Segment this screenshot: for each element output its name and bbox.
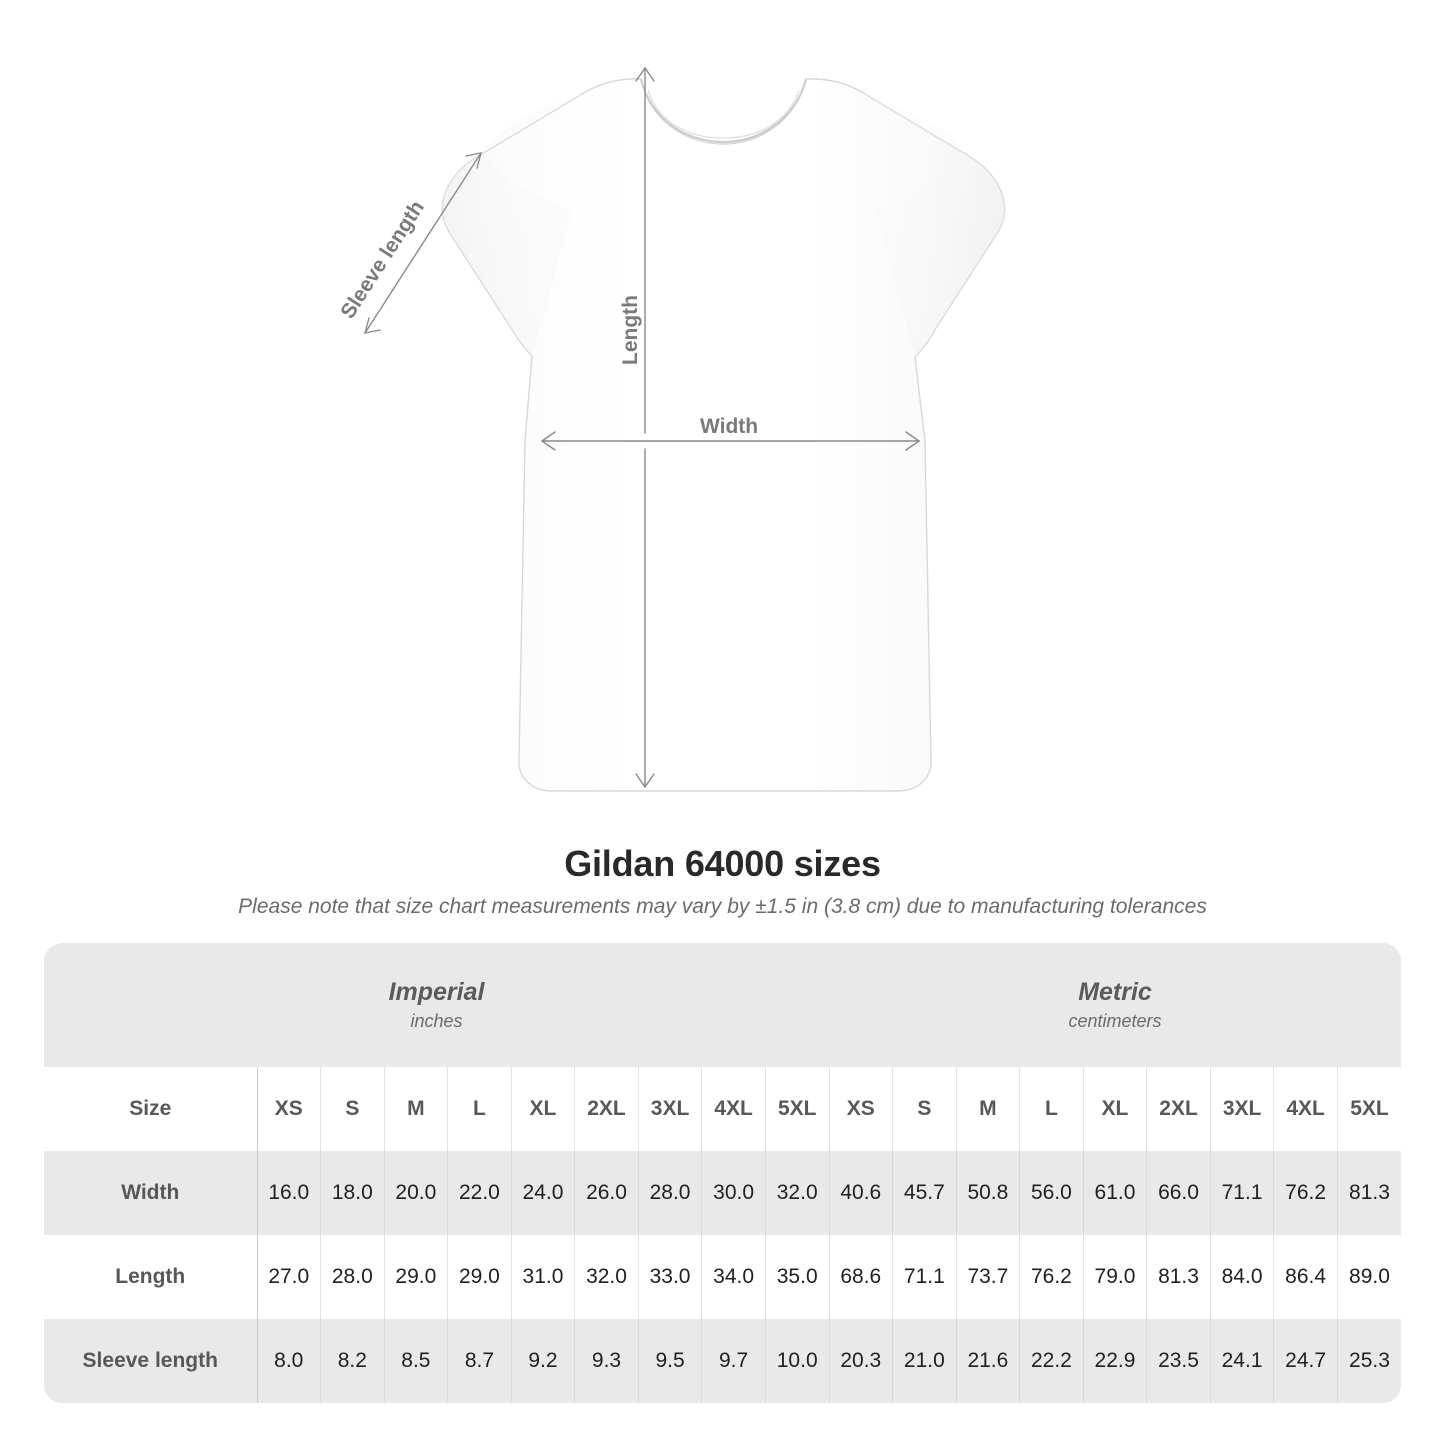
svg-text:Width: Width [700,415,758,438]
